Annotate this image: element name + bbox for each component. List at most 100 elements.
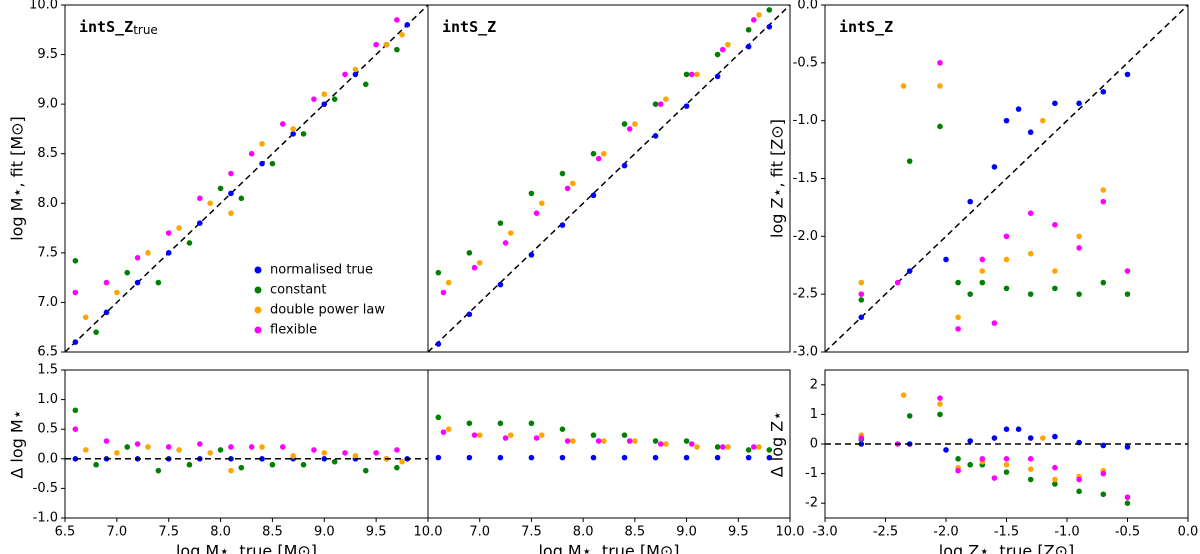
point (595, 155, 602, 162)
point (394, 46, 400, 53)
point (688, 71, 695, 78)
point (331, 458, 338, 465)
point (858, 441, 865, 447)
point (1015, 426, 1022, 433)
point (937, 123, 943, 130)
point (497, 454, 504, 461)
point (694, 444, 700, 450)
point (476, 432, 483, 438)
point (342, 450, 348, 456)
point (248, 150, 255, 157)
point (373, 450, 379, 456)
point (937, 411, 943, 418)
point (559, 426, 566, 433)
point (1027, 435, 1034, 441)
panel-title: intS_Z (839, 18, 893, 36)
x-tick-label: -0.5 (1115, 525, 1140, 540)
point (435, 414, 442, 421)
point (955, 314, 961, 321)
point (197, 195, 203, 202)
point (621, 454, 628, 461)
point (694, 71, 700, 78)
point (1100, 442, 1107, 449)
point (103, 279, 110, 286)
point (238, 464, 245, 471)
point (352, 453, 359, 459)
point (103, 438, 110, 444)
x-tick-label: 9.0 (676, 525, 697, 540)
y-axis-label: Δ log M⋆ (8, 409, 27, 478)
point (435, 269, 442, 276)
point (937, 395, 943, 401)
point (1124, 494, 1131, 501)
title-main: intS_Z (79, 18, 133, 36)
y-tick-label: 1.5 (37, 363, 58, 378)
point (528, 454, 535, 461)
point (321, 456, 328, 462)
point (217, 185, 224, 192)
point (497, 220, 504, 226)
title-main: intS_Z (442, 18, 496, 36)
point (595, 438, 602, 444)
point (714, 444, 721, 450)
point (590, 454, 597, 461)
axes-frame (427, 4, 791, 353)
point (72, 289, 79, 296)
point (394, 464, 400, 471)
point (657, 101, 664, 107)
point (321, 450, 328, 456)
point (497, 420, 504, 427)
point (745, 26, 752, 33)
point (471, 264, 478, 271)
point (1052, 476, 1058, 483)
point (559, 222, 566, 228)
point (228, 444, 234, 450)
point (186, 240, 193, 246)
point (906, 413, 913, 419)
y-tick-label: 7.5 (37, 245, 58, 260)
point (145, 250, 151, 256)
point (1100, 491, 1107, 498)
point (93, 329, 99, 335)
point (719, 444, 726, 450)
point (719, 46, 726, 53)
point (906, 158, 913, 164)
point (937, 83, 943, 89)
point (1003, 285, 1010, 292)
legend-marker (254, 286, 262, 294)
legend-label: constant (270, 283, 327, 298)
point (1003, 117, 1010, 124)
point (134, 255, 141, 261)
point (570, 180, 576, 187)
point (528, 190, 535, 197)
x-tick-label: 6.5 (55, 525, 76, 540)
x-tick-label: 10.0 (776, 525, 805, 540)
point (165, 444, 172, 450)
point (906, 268, 913, 274)
point (466, 454, 473, 461)
point (124, 444, 131, 450)
point (1052, 285, 1058, 292)
point (93, 461, 99, 468)
point (440, 289, 447, 296)
point (601, 150, 607, 157)
point (858, 435, 865, 441)
y-tick-label: 1 (810, 407, 818, 422)
point (1124, 444, 1131, 450)
point (1015, 106, 1022, 112)
point (1100, 88, 1107, 95)
point (1052, 100, 1058, 107)
point (290, 126, 296, 132)
point (269, 160, 276, 167)
point (1076, 233, 1082, 240)
point (652, 438, 659, 444)
point (1027, 250, 1034, 257)
point (766, 447, 773, 453)
point (399, 458, 405, 465)
point (766, 24, 773, 30)
panel-title: intS_Z (442, 18, 496, 36)
point (259, 141, 265, 147)
x-tick-label: 7.0 (469, 525, 490, 540)
